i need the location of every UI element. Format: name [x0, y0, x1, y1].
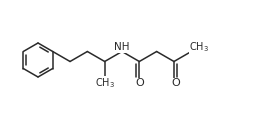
Text: CH$_3$: CH$_3$	[189, 41, 209, 54]
Text: NH: NH	[114, 42, 130, 52]
Text: CH$_3$: CH$_3$	[95, 76, 115, 90]
Text: O: O	[171, 78, 180, 88]
Text: O: O	[135, 78, 144, 88]
